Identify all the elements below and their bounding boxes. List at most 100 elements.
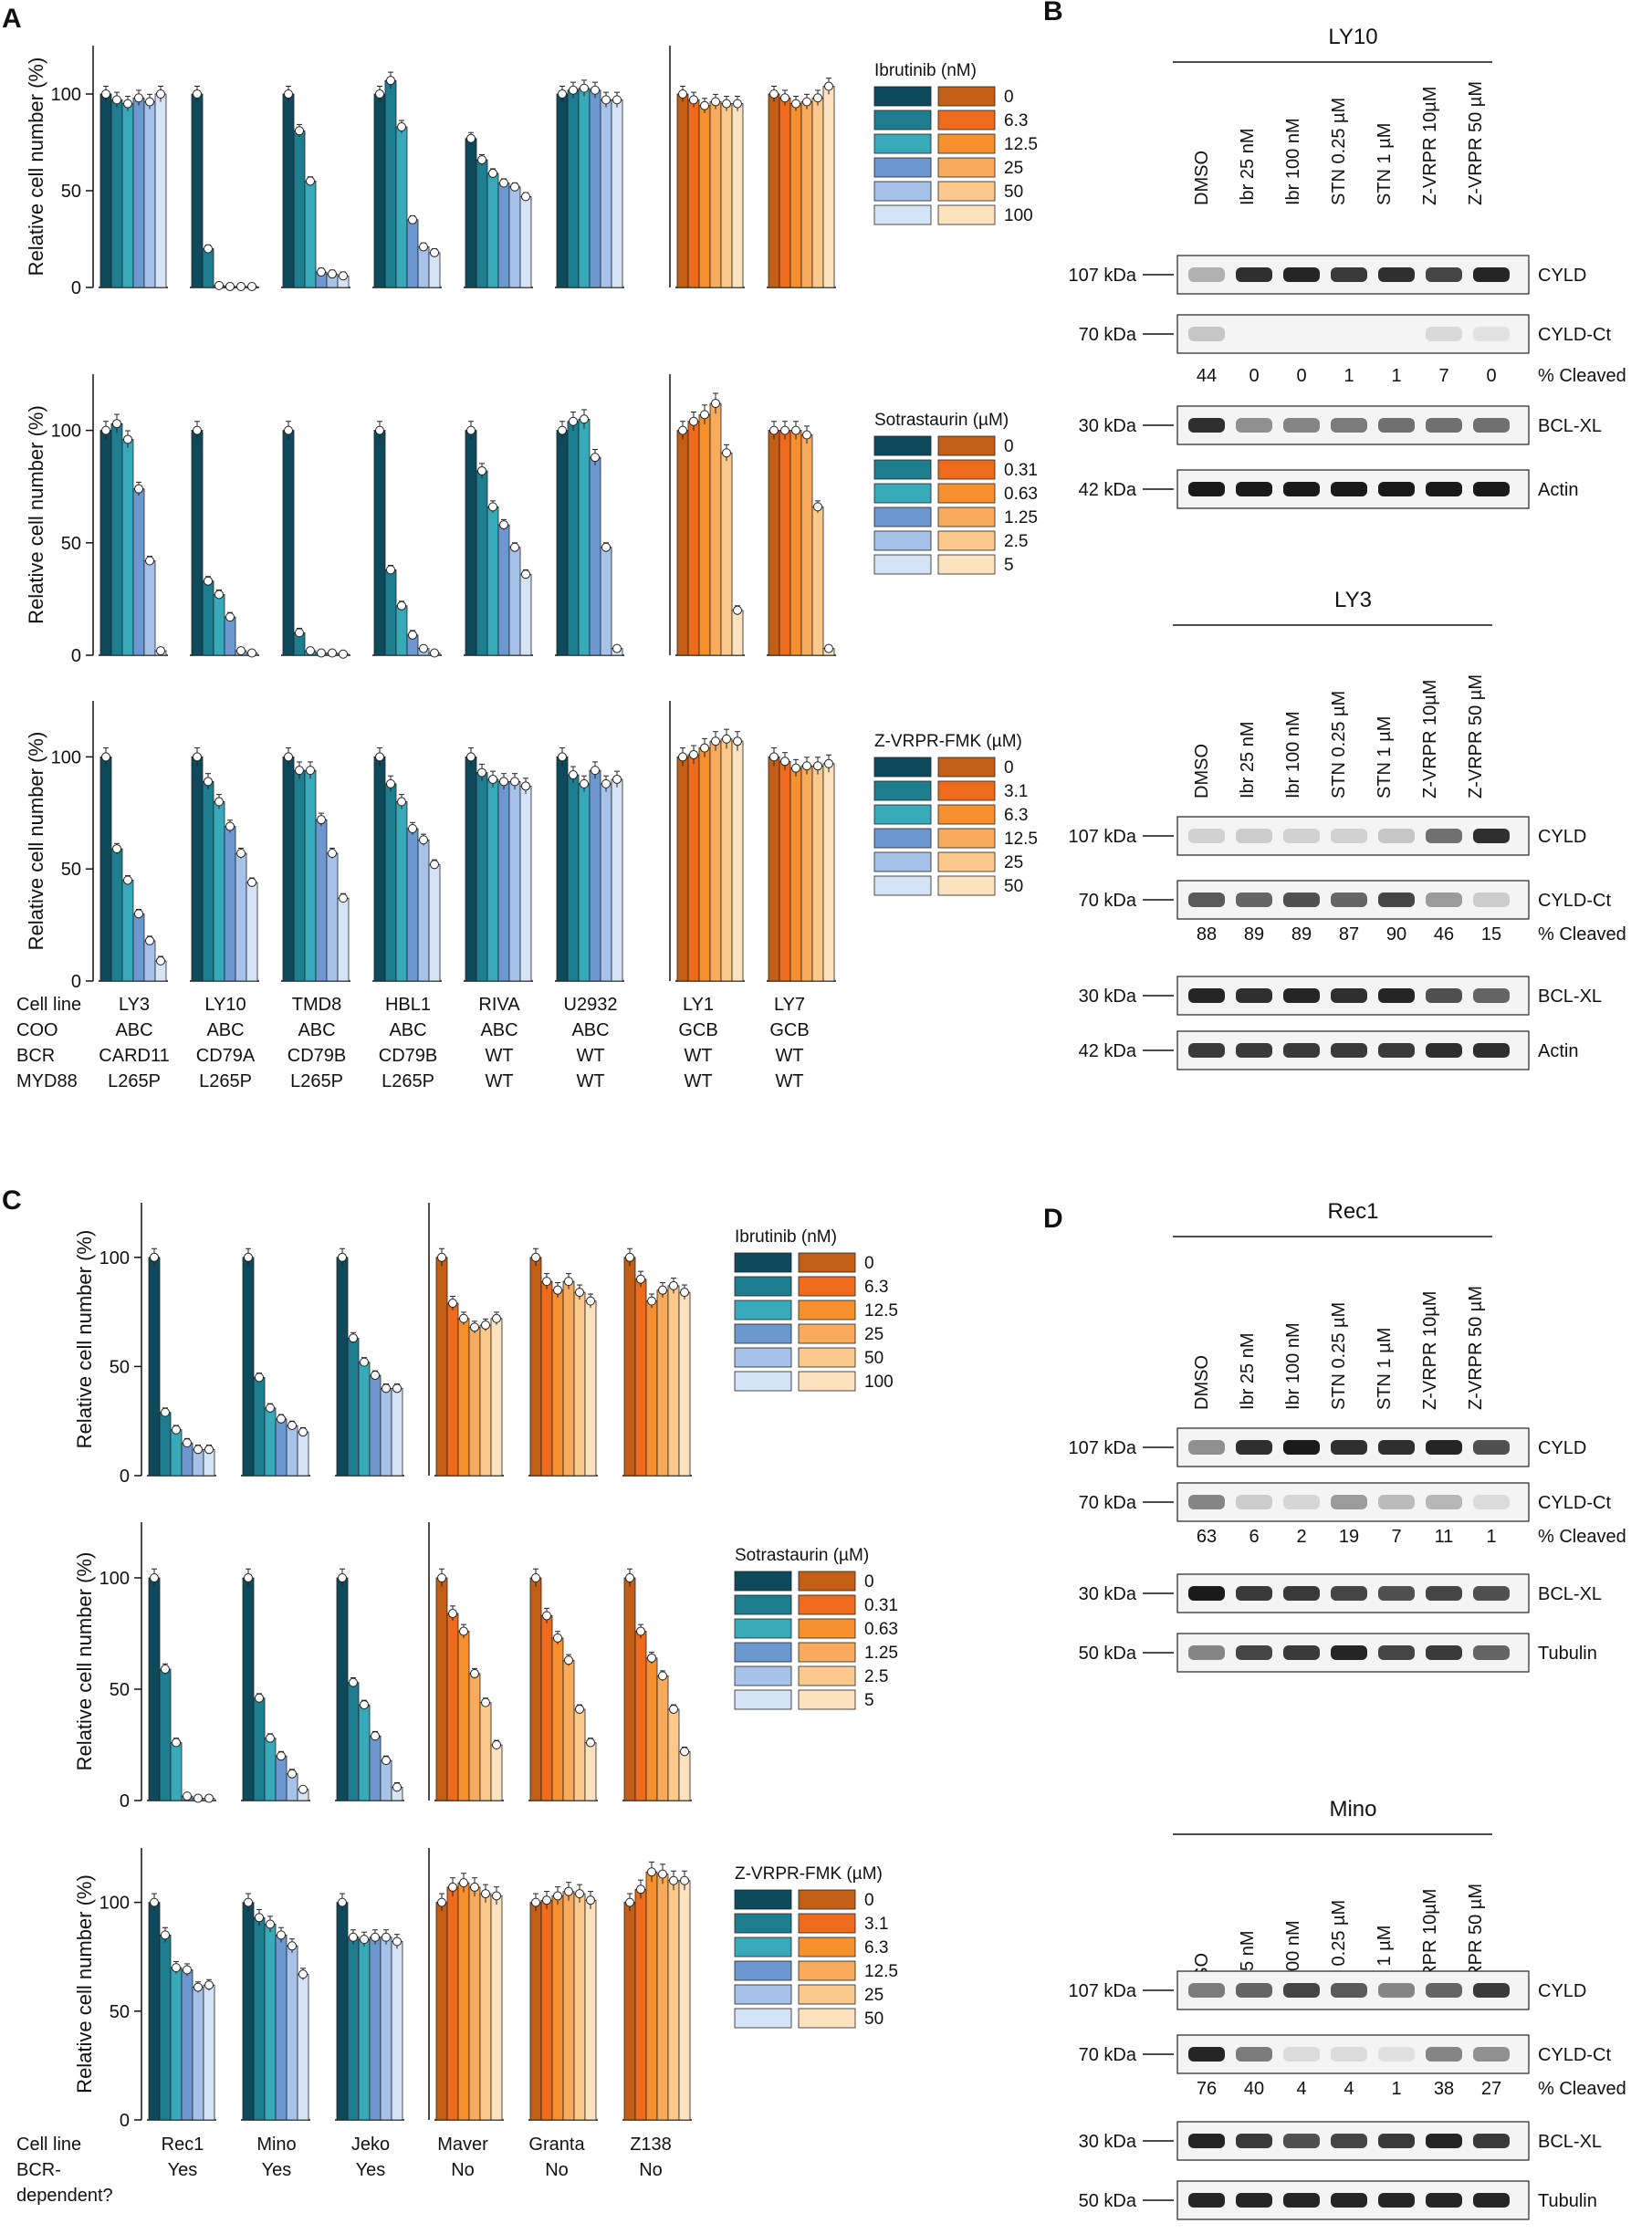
bar-LY7-4: [811, 97, 824, 288]
bar-Rec1-0: [148, 1902, 161, 2121]
replicate-point: [236, 646, 246, 656]
replicate-point: [295, 628, 304, 638]
replicate-point: [711, 399, 720, 409]
percent-cleaved-label: % Cleaved: [1538, 924, 1626, 945]
bar-Maver-5: [490, 1895, 503, 2121]
bar-LY7-3: [800, 434, 813, 656]
replicate-point: [214, 797, 224, 807]
legend-dose-label: 12.5: [1004, 135, 1038, 154]
bar-Jeko-0: [336, 1577, 349, 1801]
protein-band: [1283, 1983, 1320, 1998]
protein-band: [1188, 1043, 1225, 1058]
protein-band: [1426, 418, 1462, 433]
bar-Mino-2: [264, 1924, 277, 2121]
bar-LY3-2: [121, 880, 134, 982]
replicate-point: [669, 1704, 678, 1714]
replicate-point: [601, 778, 611, 788]
protein-band: [1331, 1645, 1367, 1660]
replicate-point: [360, 1700, 369, 1710]
bar-Granta-0: [529, 1902, 542, 2121]
lane-label: Z-VRPR 10µM: [1420, 680, 1440, 799]
replicate-point: [510, 777, 519, 787]
bar-RIVA-5: [519, 573, 532, 656]
protein-label: Actin: [1538, 1041, 1578, 1061]
legend-swatch-abc: [873, 530, 932, 551]
bar-Z138-4: [667, 1708, 680, 1801]
bar-Jeko-3: [369, 1936, 382, 2121]
replicate-point: [317, 267, 326, 277]
replicate-point: [569, 770, 578, 780]
table-c-cell: Rec1: [162, 2135, 204, 2155]
bar-Maver-4: [479, 1324, 492, 1477]
bar-U2932-3: [589, 456, 601, 656]
legend-dose-label: 100: [864, 1373, 894, 1392]
protein-band: [1188, 1645, 1225, 1660]
protein-band: [1331, 893, 1367, 907]
replicate-point: [470, 1882, 479, 1892]
bar-Granta-1: [540, 1280, 553, 1477]
bar-Maver-0: [435, 1577, 448, 1801]
bar-LY3-4: [143, 940, 156, 982]
bar-Mino-1: [253, 1916, 266, 2121]
replicate-point: [769, 752, 779, 762]
replicate-point: [492, 1891, 501, 1901]
legend-title: Z-VRPR-FMK (µM): [735, 1864, 883, 1884]
legend-dose-label: 0.31: [1004, 461, 1038, 480]
bar-LY7-4: [811, 506, 824, 656]
replicate-point: [459, 1313, 468, 1323]
protein-band: [1331, 988, 1367, 1003]
legend-swatch-gcb: [937, 530, 996, 551]
bar-U2932-2: [578, 783, 591, 982]
bar-RIVA-1: [476, 772, 488, 982]
replicate-point: [123, 434, 132, 444]
percent-cleaved-value: 76: [1197, 2079, 1217, 2099]
replicate-point: [204, 576, 213, 586]
protein-band: [1236, 1495, 1272, 1509]
replicate-point: [791, 425, 800, 435]
protein-band: [1236, 988, 1272, 1003]
replicate-point: [636, 1274, 645, 1284]
bar-LY1-4: [720, 452, 733, 656]
replicate-point: [382, 1383, 391, 1394]
kda-marker: 107 kDa: [1069, 1438, 1137, 1458]
bar-HBL1-3: [406, 219, 419, 288]
bar-Maver-3: [468, 1326, 481, 1477]
replicate-point: [386, 778, 395, 788]
bar-Jeko-4: [380, 1387, 392, 1477]
bar-Granta-0: [529, 1257, 542, 1477]
replicate-point: [700, 100, 709, 110]
y-axis-label: Relative cell number (%): [73, 1874, 96, 2093]
bar-Rec1-0: [148, 1577, 161, 1801]
y-axis-label: Relative cell number (%): [73, 1552, 96, 1771]
percent-cleaved-value: 2: [1296, 1527, 1306, 1547]
bar-U2932-4: [600, 783, 612, 982]
lane-label: DMSO: [1192, 151, 1212, 205]
legend-swatch-abc: [734, 1665, 792, 1686]
protein-band: [1188, 988, 1225, 1003]
replicate-point: [183, 1438, 192, 1448]
bar-Granta-2: [551, 1289, 564, 1477]
replicate-point: [349, 1333, 358, 1343]
bar-Rec1-1: [159, 1412, 172, 1477]
protein-band: [1331, 1495, 1367, 1509]
replicate-point: [266, 1919, 275, 1929]
bar-RIVA-5: [519, 785, 532, 982]
table-a-cell: GCB: [678, 1020, 717, 1040]
bar-U2932-1: [567, 774, 580, 982]
legend-dose-label: 1.25: [1004, 508, 1038, 527]
replicate-point: [255, 1693, 264, 1703]
bar-LY10-1: [202, 580, 214, 656]
percent-cleaved-value: 1: [1391, 366, 1401, 386]
bar-TMD8-5: [337, 897, 350, 982]
table-c-cell: Z138: [630, 2135, 672, 2155]
replicate-point: [284, 89, 293, 99]
replicate-point: [647, 1296, 656, 1306]
replicate-point: [266, 1733, 275, 1743]
blot-title: LY10: [1328, 25, 1377, 49]
legend-swatch-abc: [734, 1300, 792, 1321]
replicate-point: [564, 1886, 573, 1896]
replicate-point: [542, 1277, 551, 1287]
blot-Rec1: Rec1 DMSO Ibr 25 nM Ibr 100 nM STN 0.25 µM ST…: [1069, 1199, 1626, 1673]
legend-dose-label: 25: [1004, 159, 1023, 178]
table-c-cell: Jeko: [351, 2135, 390, 2155]
